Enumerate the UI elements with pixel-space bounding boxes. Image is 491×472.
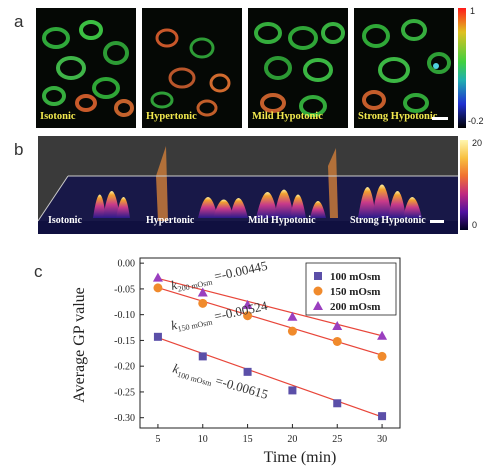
legend: 100 mOsm 150 mOsm 200 mOsm: [305, 262, 397, 316]
micrograph-isotonic: Isotonic: [36, 8, 136, 128]
cells-pattern: [362, 19, 451, 113]
data-point-circle: [287, 326, 297, 336]
panel-c-letter: c: [34, 262, 43, 281]
data-points: [152, 272, 388, 421]
legend-marker-square: [314, 272, 322, 280]
x-tick-label: 30: [377, 434, 387, 445]
data-point-circle: [198, 298, 208, 308]
data-point-square: [378, 412, 387, 421]
caption-mild-hypotonic: Mild Hypotonic: [252, 111, 323, 122]
legend-label: 150 mOsm: [330, 286, 380, 298]
colorbar-intensity-min: 0: [472, 220, 478, 230]
fit-lines: [157, 277, 383, 418]
fit-line: [157, 277, 383, 337]
x-tick-label: 5: [155, 434, 160, 445]
scale-bar: [432, 117, 448, 120]
data-point-square: [243, 367, 252, 376]
legend-label: 200 mOsm: [330, 301, 380, 313]
b-caption-isotonic: Isotonic: [48, 215, 82, 226]
x-tick-label: 20: [287, 434, 297, 445]
legend-marker-circle: [313, 286, 323, 296]
plot-frame: [139, 257, 401, 429]
x-tick-label: 25: [332, 434, 342, 445]
x-tick-label: 10: [198, 434, 208, 445]
data-point-square: [288, 386, 297, 395]
y-tick-label: -0.30: [114, 413, 135, 424]
data-point-triangle: [152, 272, 163, 282]
y-tick-label: -0.20: [114, 362, 135, 373]
data-point-square: [198, 352, 207, 361]
y-tick-label: -0.25: [114, 387, 135, 398]
b-caption-strong-hypotonic: Strong Hypotonic: [350, 215, 426, 226]
data-point-square: [153, 332, 162, 341]
data-point-circle: [153, 283, 163, 293]
data-point-square: [333, 399, 342, 408]
cells-pattern: [150, 28, 231, 117]
data-point-circle: [377, 351, 387, 361]
legend-marker-triangle: [313, 301, 323, 310]
chart-axes: 5 10 15 20 25 30 0.00 -0.05 -0.10 -0.15 -0.20 -0.25…: [114, 257, 401, 445]
y-tick-label: -0.05: [114, 284, 135, 295]
data-point-triangle: [242, 299, 253, 309]
y-tick-label: -0.15: [114, 336, 135, 347]
colorbar-gp-min: -0.2: [468, 116, 484, 126]
caption-hypertonic: Hypertonic: [146, 111, 197, 122]
slope-annotation: k100 mOsm =-0.00615: [171, 360, 270, 403]
data-point-circle: [243, 311, 253, 321]
micrograph-mild-hypotonic: Mild Hypotonic: [248, 8, 348, 128]
x-axis-label: Time (min): [264, 449, 337, 466]
caption-isotonic: Isotonic: [40, 111, 76, 122]
micrograph-hypertonic: Hypertonic: [142, 8, 242, 128]
x-tick-label: 15: [243, 434, 253, 445]
y-tick-label: -0.10: [114, 310, 135, 321]
micrograph-strong-hypotonic: Strong Hypotonic: [354, 8, 454, 128]
fit-line: [157, 287, 383, 356]
panel-a-letter: a: [14, 12, 24, 31]
cells-pattern: [42, 20, 134, 117]
data-point-triangle: [377, 330, 388, 340]
panel-b-letter: b: [14, 140, 24, 159]
intensity-3d-surface: Isotonic Hypertonic Mild Hypotonic Stron…: [38, 136, 458, 234]
colorbar-gp-max: 1: [470, 6, 476, 16]
y-axis-label: Average GP value: [71, 287, 88, 403]
slope-annotation: k200 mOsm =-0.00445: [170, 258, 270, 295]
data-point-triangle: [287, 311, 298, 321]
data-point-triangle: [332, 321, 343, 330]
legend-label: 100 mOsm: [330, 271, 380, 283]
colorbar-intensity-max: 20: [472, 138, 483, 148]
colorbar-gp: [458, 8, 466, 128]
data-point-triangle: [197, 287, 208, 297]
y-tick-label: 0.00: [118, 259, 136, 270]
data-point-circle: [332, 336, 342, 346]
fit-line: [157, 337, 383, 418]
b-caption-mild-hypotonic: Mild Hypotonic: [248, 215, 316, 226]
colorbar-intensity: [460, 140, 468, 230]
surface-plot: [38, 146, 458, 234]
cells-pattern: [254, 22, 345, 117]
caption-strong-hypotonic: Strong Hypotonic: [358, 111, 438, 122]
b-caption-hypertonic: Hypertonic: [146, 215, 195, 226]
